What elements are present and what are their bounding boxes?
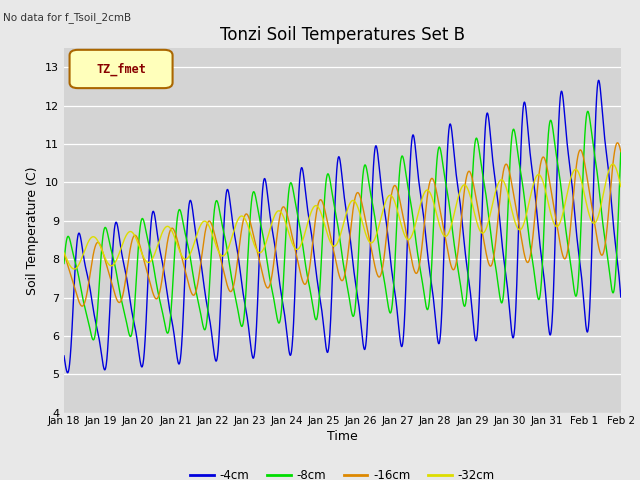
Legend: -4cm, -8cm, -16cm, -32cm: -4cm, -8cm, -16cm, -32cm bbox=[185, 465, 500, 480]
Text: TZ_fmet: TZ_fmet bbox=[96, 62, 146, 76]
Text: No data for f_Tsoil_2cmB: No data for f_Tsoil_2cmB bbox=[3, 12, 131, 23]
Y-axis label: Soil Temperature (C): Soil Temperature (C) bbox=[26, 166, 40, 295]
Title: Tonzi Soil Temperatures Set B: Tonzi Soil Temperatures Set B bbox=[220, 25, 465, 44]
FancyBboxPatch shape bbox=[70, 50, 173, 88]
X-axis label: Time: Time bbox=[327, 430, 358, 443]
